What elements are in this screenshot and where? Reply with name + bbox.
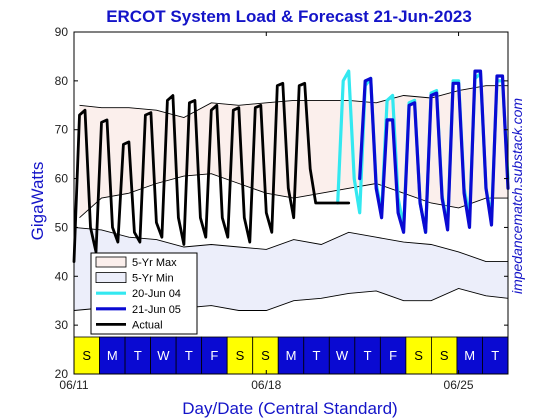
actual-series-line: [72, 81, 351, 264]
day-cell-label: M: [107, 348, 118, 363]
day-cell: [431, 336, 458, 375]
day-cell: [99, 336, 126, 375]
legend-label-actual: Actual: [132, 319, 163, 331]
day-cell-label: W: [157, 348, 170, 363]
day-cell: [277, 336, 305, 375]
day-cell: [303, 336, 330, 375]
y-tick-label: 30: [55, 318, 69, 332]
y-tick-label: 80: [55, 74, 69, 88]
21-jun-05-series-line: [358, 69, 510, 234]
day-cell-label: T: [491, 348, 499, 363]
day-cell-label: S: [414, 348, 423, 363]
day-cell-label: W: [336, 348, 349, 363]
day-cell-label: T: [313, 348, 321, 363]
watermark-text: impedancematch.substack.com: [509, 98, 525, 294]
5-yr-min-upper-line: [73, 226, 508, 263]
x-tick-label: 06/11: [59, 378, 88, 392]
legend-swatch-5-yr-min: [95, 272, 127, 284]
chart-title: ERCOT System Load & Forecast 21-Jun-2023: [106, 7, 472, 26]
day-cell-label: T: [185, 348, 193, 363]
day-cell: [405, 336, 432, 375]
day-cell-label: T: [134, 348, 142, 363]
y-tick-label: 40: [55, 269, 69, 283]
legend-label-20-jun-04: 20-Jun 04: [132, 288, 181, 300]
day-cell-label: F: [210, 348, 218, 363]
legend-label-5-yr-max: 5-Yr Max: [132, 257, 177, 269]
day-cell: [226, 336, 254, 375]
day-cell-label: F: [389, 348, 397, 363]
y-tick-label: 90: [55, 25, 69, 39]
day-cell-label: M: [286, 348, 297, 363]
y-tick-label: 60: [55, 172, 69, 186]
legend: 5-Yr Max 5-Yr Min 20-Jun 04 21-Jun 05 Actual: [90, 252, 198, 335]
y-tick-label: 50: [55, 220, 69, 234]
y-tick-label: 70: [55, 123, 69, 137]
y-tick-label: 20: [55, 367, 69, 381]
x-tick-label: 06/25: [444, 378, 474, 392]
day-cell-label: M: [464, 348, 475, 363]
legend-label-21-jun-05: 21-Jun 05: [132, 304, 181, 316]
day-cell-label: S: [440, 348, 449, 363]
legend-swatch-5-yr-max: [95, 256, 127, 268]
5-yr-max-band-fill: [79, 85, 508, 218]
day-cell-label: S: [261, 348, 270, 363]
day-cell: [175, 336, 203, 375]
x-tick-label: 06/18: [251, 378, 281, 392]
legend-label-5-yr-min: 5-Yr Min: [132, 273, 174, 285]
day-cell-label: S: [82, 348, 91, 363]
day-cell: [150, 336, 177, 375]
day-cell-label: S: [236, 348, 245, 363]
day-cell: [379, 336, 407, 375]
x-axis-label: Day/Date (Central Standard): [182, 399, 397, 418]
day-cell-label: T: [364, 348, 372, 363]
5-yr-max-upper-line: [79, 85, 508, 118]
plot-frame: [73, 31, 509, 375]
y-axis-label: GigaWatts: [28, 162, 47, 241]
day-cell: [201, 336, 228, 375]
